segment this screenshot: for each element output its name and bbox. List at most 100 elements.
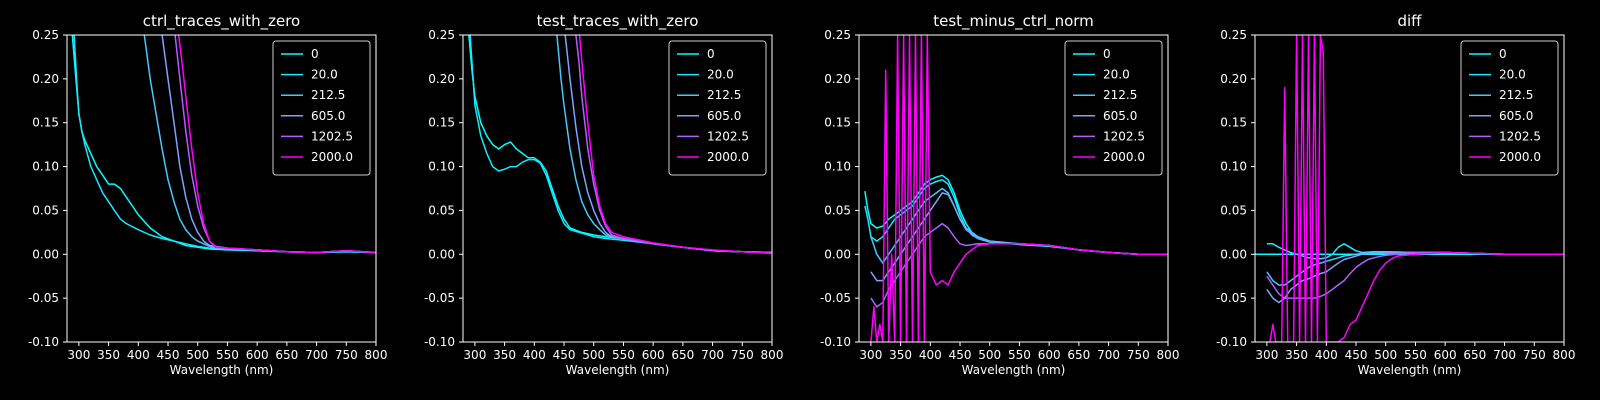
y-tick-label: 0.10 xyxy=(32,160,59,174)
y-tick-label: 0.25 xyxy=(428,28,455,42)
series-line-2000.0 xyxy=(177,35,376,254)
x-tick-label: 600 xyxy=(642,348,665,362)
plot-frame xyxy=(66,34,377,343)
legend-label: 1202.5 xyxy=(1499,129,1541,143)
x-tick-label: 350 xyxy=(493,348,516,362)
x-tick-label: 750 xyxy=(1127,348,1150,362)
y-tick-label: 0.15 xyxy=(824,116,851,130)
x-tick-label: 800 xyxy=(761,348,784,362)
y-tick-label: 0.15 xyxy=(1220,116,1247,130)
y-tick-label: -0.05 xyxy=(424,291,455,305)
x-tick-label: 500 xyxy=(1374,348,1397,362)
x-tick-label: 700 xyxy=(305,348,328,362)
series-lines xyxy=(864,35,1168,342)
x-tick-label: 600 xyxy=(1434,348,1457,362)
series-line-20.0 xyxy=(73,35,376,254)
series-lines xyxy=(1255,35,1564,342)
legend-label: 605.0 xyxy=(707,109,741,123)
x-tick-label: 650 xyxy=(275,348,298,362)
x-tick-label: 750 xyxy=(1523,348,1546,362)
y-tick-label: 0.20 xyxy=(32,72,59,86)
legend-label: 0 xyxy=(311,47,319,61)
x-tick-label: 400 xyxy=(523,348,546,362)
series-line-20.0 xyxy=(1266,243,1564,260)
series-line-2000.0 xyxy=(1266,35,1564,342)
x-tick-label: 550 xyxy=(1008,348,1031,362)
y-tick-label: 0.10 xyxy=(428,160,455,174)
plot-frame xyxy=(1254,34,1565,343)
series-lines xyxy=(71,35,376,254)
x-tick-label: 400 xyxy=(919,348,942,362)
x-axis-label: Wavelength (nm) xyxy=(170,363,274,377)
legend-label: 20.0 xyxy=(1499,68,1526,82)
panel-title: diff xyxy=(1397,12,1422,30)
legend-label: 20.0 xyxy=(707,68,734,82)
x-tick-label: 350 xyxy=(889,348,912,362)
legend-label: 0 xyxy=(1103,47,1111,61)
legend: 0 20.0 212.5 605.0 1202.5 2000.0 xyxy=(1460,40,1559,176)
x-tick-label: 450 xyxy=(1345,348,1368,362)
legend-label: 212.5 xyxy=(1499,88,1533,102)
x-tick-label: 800 xyxy=(365,348,388,362)
x-axis-label: Wavelength (nm) xyxy=(962,363,1066,377)
y-tick-label: 0.00 xyxy=(428,247,455,261)
legend-label: 0 xyxy=(1499,47,1507,61)
legend-label: 212.5 xyxy=(707,88,741,102)
legend-label: 605.0 xyxy=(1103,109,1137,123)
x-tick-label: 350 xyxy=(1285,348,1308,362)
y-tick-label: -0.10 xyxy=(28,335,59,349)
panel-title: ctrl_traces_with_zero xyxy=(143,12,300,31)
x-tick-label: 350 xyxy=(97,348,120,362)
series-line-2000.0 xyxy=(870,35,1168,342)
x-tick-label: 450 xyxy=(949,348,972,362)
x-tick-label: 800 xyxy=(1553,348,1576,362)
y-tick-label: 0.15 xyxy=(32,116,59,130)
x-tick-label: 500 xyxy=(978,348,1001,362)
x-tick-label: 500 xyxy=(186,348,209,362)
legend: 0 20.0 212.5 605.0 1202.5 2000.0 xyxy=(1064,40,1163,176)
x-tick-label: 700 xyxy=(1097,348,1120,362)
y-tick-label: 0.05 xyxy=(824,203,851,217)
x-tick-label: 550 xyxy=(216,348,239,362)
x-tick-label: 300 xyxy=(859,348,882,362)
y-tick-label: -0.10 xyxy=(424,335,455,349)
y-tick-label: -0.10 xyxy=(820,335,851,349)
series-line-20.0 xyxy=(864,178,1168,256)
y-tick-label: 0.20 xyxy=(1220,72,1247,86)
x-tick-label: 750 xyxy=(731,348,754,362)
y-tick-label: 0.05 xyxy=(32,203,59,217)
legend-label: 1202.5 xyxy=(311,129,353,143)
panel-title: test_traces_with_zero xyxy=(537,12,699,31)
x-tick-label: 750 xyxy=(335,348,358,362)
legend-label: 2000.0 xyxy=(1103,150,1145,164)
x-tick-label: 700 xyxy=(1493,348,1516,362)
series-line-212.5 xyxy=(870,187,1168,264)
legend-label: 20.0 xyxy=(311,68,338,82)
x-tick-label: 550 xyxy=(1404,348,1427,362)
x-tick-label: 450 xyxy=(157,348,180,362)
panel-1: ctrl_traces_with_zero 300 350 400 450 500 550 6… xyxy=(28,12,388,377)
legend-label: 2000.0 xyxy=(707,150,749,164)
x-axis-label: Wavelength (nm) xyxy=(566,363,670,377)
x-tick-label: 700 xyxy=(701,348,724,362)
x-tick-label: 500 xyxy=(582,348,605,362)
series-line-2000.0 xyxy=(578,35,772,255)
plot-frame xyxy=(462,34,773,343)
x-tick-label: 450 xyxy=(553,348,576,362)
x-tick-label: 300 xyxy=(1255,348,1278,362)
x-tick-label: 550 xyxy=(612,348,635,362)
series-lines xyxy=(468,35,772,255)
y-tick-label: 0.00 xyxy=(824,247,851,261)
legend-label: 1202.5 xyxy=(707,129,749,143)
legend: 0 20.0 212.5 605.0 1202.5 2000.0 xyxy=(668,40,767,176)
legend: 0 20.0 212.5 605.0 1202.5 2000.0 xyxy=(272,40,371,176)
y-tick-label: 0.00 xyxy=(1220,247,1247,261)
x-tick-label: 650 xyxy=(1067,348,1090,362)
legend-label: 20.0 xyxy=(1103,68,1130,82)
legend-label: 212.5 xyxy=(1103,88,1137,102)
legend-label: 605.0 xyxy=(311,109,345,123)
x-tick-label: 600 xyxy=(246,348,269,362)
legend-label: 2000.0 xyxy=(311,150,353,164)
x-tick-label: 300 xyxy=(463,348,486,362)
